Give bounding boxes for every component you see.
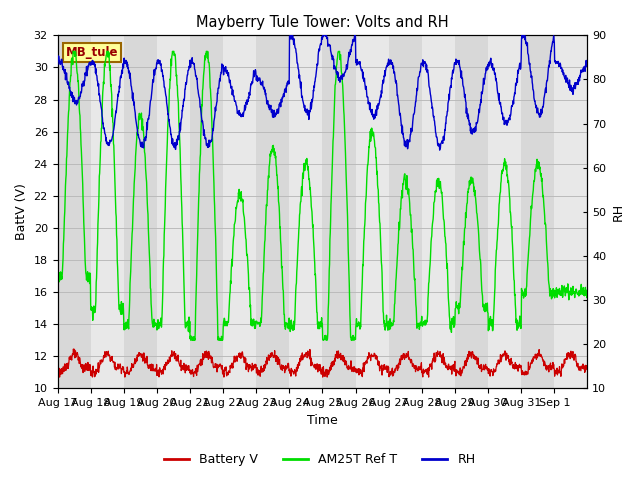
Bar: [223, 36, 256, 388]
Bar: [422, 36, 455, 388]
Bar: [554, 36, 588, 388]
X-axis label: Time: Time: [307, 414, 338, 427]
Bar: [455, 36, 488, 388]
Bar: [124, 36, 157, 388]
Y-axis label: RH: RH: [612, 203, 625, 221]
Bar: [157, 36, 190, 388]
Bar: [488, 36, 521, 388]
Text: MB_tule: MB_tule: [65, 46, 118, 59]
Legend: Battery V, AM25T Ref T, RH: Battery V, AM25T Ref T, RH: [159, 448, 481, 471]
Bar: [356, 36, 388, 388]
Bar: [256, 36, 289, 388]
Bar: [388, 36, 422, 388]
Title: Mayberry Tule Tower: Volts and RH: Mayberry Tule Tower: Volts and RH: [196, 15, 449, 30]
Bar: [190, 36, 223, 388]
Bar: [289, 36, 323, 388]
Bar: [91, 36, 124, 388]
Bar: [521, 36, 554, 388]
Bar: [58, 36, 91, 388]
Bar: [323, 36, 356, 388]
Y-axis label: BattV (V): BattV (V): [15, 183, 28, 240]
